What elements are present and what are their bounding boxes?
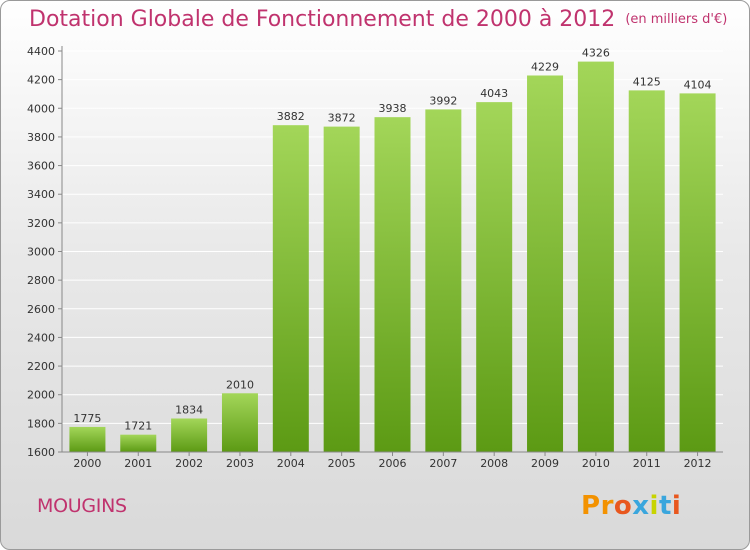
x-tick-label-2007: 2007: [429, 457, 457, 470]
x-tick-label-2012: 2012: [684, 457, 712, 470]
value-label-2005: 3872: [328, 112, 356, 125]
y-tick-label: 4400: [27, 45, 55, 58]
unit-label: (en milliers d'€): [625, 12, 728, 27]
value-label-2002: 1834: [175, 403, 203, 416]
y-tick-label: 3800: [27, 131, 55, 144]
bar-2012: [679, 93, 716, 453]
value-label-2006: 3938: [379, 102, 407, 115]
y-tick-label: 4000: [27, 102, 55, 115]
logo-letter: o: [613, 491, 633, 521]
x-tick-label-2002: 2002: [175, 457, 203, 470]
y-tick-label: 3200: [27, 217, 55, 230]
bar-2009: [527, 75, 564, 453]
bar-2005: [323, 126, 360, 453]
value-labels: 1775 1721 1834 2010 3882 3872 3938 3992 4043 4229…: [73, 47, 711, 433]
y-tick-label: 2000: [27, 389, 55, 402]
bar-2011: [628, 90, 665, 453]
y-tick-label: 2800: [27, 274, 55, 287]
title-text: Dotation Globale de Fonctionnement de 20…: [29, 7, 616, 32]
value-label-2012: 4104: [684, 78, 712, 91]
y-tick-label: 3600: [27, 160, 55, 173]
bar-2003: [221, 393, 258, 452]
bar-2010: [577, 61, 614, 452]
commune-name: MOUGINS: [37, 495, 127, 517]
value-label-2000: 1775: [73, 412, 101, 425]
x-tick-label-2005: 2005: [328, 457, 356, 470]
value-label-2011: 4125: [633, 75, 661, 88]
y-tick-label: 2200: [27, 360, 55, 373]
y-tick-label: 1800: [27, 417, 55, 430]
bar-2006: [374, 117, 411, 452]
value-label-2008: 4043: [480, 87, 508, 100]
bar-2004: [272, 125, 309, 452]
logo-letter: i: [671, 491, 682, 521]
x-tick-label-2010: 2010: [582, 457, 610, 470]
y-tick-label: 4200: [27, 74, 55, 87]
logo-letter: i: [649, 491, 659, 521]
value-label-2007: 3992: [429, 94, 457, 107]
x-tick-label-2008: 2008: [480, 457, 508, 470]
x-tick-label-2011: 2011: [633, 457, 661, 470]
value-label-2004: 3882: [277, 110, 305, 123]
x-tick-label-2001: 2001: [124, 457, 152, 470]
y-tick-label: 3400: [27, 188, 55, 201]
chart-title: Dotation Globale de Fonctionnement de 20…: [29, 7, 727, 32]
value-label-2001: 1721: [124, 420, 152, 433]
bar-2008: [476, 102, 513, 452]
bar-2000: [69, 426, 106, 452]
bar-2002: [171, 418, 208, 452]
axes: 1600 1800 2000 2200 2400 2600 2800 3000 3200 3400…: [27, 45, 723, 470]
bars: [69, 61, 716, 453]
x-tick-label-2000: 2000: [73, 457, 101, 470]
y-tick-label: 2400: [27, 331, 55, 344]
logo-letter: t: [658, 491, 672, 521]
x-tick-label-2004: 2004: [277, 457, 305, 470]
logo-letter: r: [600, 491, 614, 521]
y-tick-label: 3000: [27, 246, 55, 259]
logo-letter: P: [581, 491, 601, 521]
y-tick-label: 2600: [27, 303, 55, 316]
y-tick-label: 1600: [27, 446, 55, 459]
value-label-2009: 4229: [531, 60, 559, 73]
value-label-2010: 4326: [582, 47, 610, 60]
x-tick-label-2003: 2003: [226, 457, 254, 470]
proxiti-logo: Proxiti: [581, 491, 681, 521]
bar-2007: [425, 109, 462, 452]
x-tick-label-2009: 2009: [531, 457, 559, 470]
value-label-2003: 2010: [226, 378, 254, 391]
x-tick-label-2006: 2006: [379, 457, 407, 470]
bar-2001: [120, 434, 157, 452]
logo-letter: x: [632, 491, 650, 521]
